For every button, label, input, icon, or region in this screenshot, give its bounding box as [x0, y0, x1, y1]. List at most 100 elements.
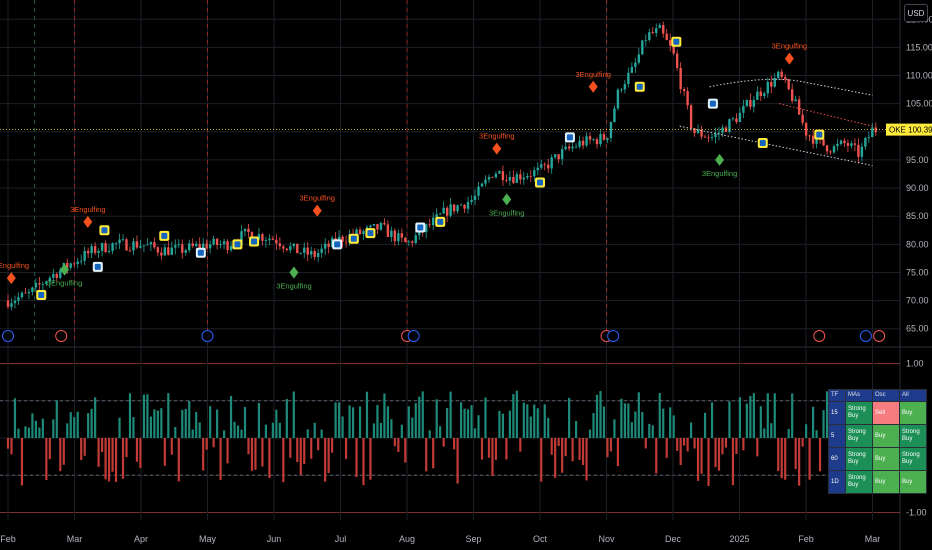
candle-body	[679, 67, 682, 90]
oscillator-bar	[533, 404, 536, 438]
signal-badge-inner-icon	[673, 38, 680, 45]
candle-body	[491, 176, 494, 178]
oscillator-bar	[264, 424, 268, 438]
candle-body	[93, 246, 97, 253]
candle-body	[644, 40, 647, 41]
oscillator-bar	[216, 409, 219, 438]
candle-body	[675, 53, 679, 68]
signal-osc: Buy	[872, 447, 900, 471]
candle-body	[784, 77, 787, 80]
candle-body	[411, 241, 414, 243]
oscillator-bar	[630, 422, 633, 438]
candle-body	[10, 303, 13, 307]
candle-body	[860, 146, 864, 157]
candle-body	[66, 262, 69, 268]
oscillator-bar	[142, 394, 146, 438]
engulfing-label: 3Engulfing	[70, 205, 105, 214]
dividend-marker-icon	[859, 330, 872, 342]
candle-body	[777, 71, 780, 78]
currency-button[interactable]: USD	[904, 4, 928, 22]
signal-all: Buy	[899, 401, 927, 425]
oscillator-bar	[428, 430, 431, 438]
candle-body	[132, 241, 135, 251]
oscillator-bar	[250, 438, 254, 471]
candle-body	[271, 238, 275, 240]
oscillator-bar	[627, 403, 630, 438]
oscillator-bar	[571, 438, 574, 462]
candle-body	[355, 229, 358, 236]
candle-body	[871, 127, 874, 138]
candle-body	[195, 243, 198, 246]
oscillator-bar	[31, 413, 34, 438]
oscillator-bar	[390, 419, 393, 438]
oscillator-bar	[547, 417, 550, 438]
candle-body	[114, 243, 118, 244]
oscillator-bar	[693, 438, 696, 449]
month-tick-label: Oct	[533, 534, 548, 544]
candle-body	[428, 224, 431, 226]
candle-body	[6, 300, 10, 307]
earnings-marker-icon	[55, 330, 68, 342]
oscillator-bar	[268, 438, 271, 479]
candle-body	[874, 127, 878, 133]
oscillator-bar	[104, 438, 107, 480]
candle-body	[567, 146, 571, 149]
osc-tick-label: 1.00	[906, 358, 924, 368]
oscillator-bar	[683, 438, 686, 446]
candle-body	[759, 91, 763, 97]
candle-body	[630, 66, 634, 73]
candle-body	[825, 145, 829, 152]
price-tick-label: 65.00	[906, 324, 929, 334]
candle-body	[700, 129, 703, 137]
candle-body	[662, 24, 665, 34]
header-mas: MAs	[845, 389, 873, 402]
candle-body	[655, 28, 658, 34]
signal-badge-inner-icon	[161, 232, 168, 239]
oscillator-bar	[801, 438, 804, 447]
signal-mas: Strong Buy	[845, 401, 873, 425]
oscillator-bar	[400, 424, 403, 438]
channel-lower-line	[679, 125, 873, 167]
candle-body	[125, 239, 128, 251]
oscillator-bar	[439, 426, 442, 438]
candle-body	[452, 204, 456, 212]
oscillator-bar	[696, 438, 700, 481]
oscillator-bar	[609, 438, 613, 452]
candle-body	[592, 139, 595, 141]
oscillator-bar	[278, 422, 281, 438]
candle-body	[728, 119, 731, 132]
oscillator-bar	[358, 406, 362, 438]
candle-body	[780, 71, 783, 78]
oscillator-bar	[637, 392, 640, 438]
candle-body	[34, 283, 38, 288]
signal-badge-inner-icon	[197, 249, 204, 256]
bull-diamond-icon	[60, 263, 70, 276]
oscillator-bar	[519, 438, 522, 452]
candle-body	[181, 244, 184, 253]
oscillator-bar	[101, 438, 104, 453]
oscillator-bar	[20, 438, 24, 486]
oscillator-bar	[766, 393, 769, 438]
candle-body	[201, 243, 205, 249]
oscillator-bar	[568, 397, 571, 438]
oscillator-bar	[592, 413, 595, 438]
oscillator-bar	[404, 438, 407, 463]
candle-body	[766, 82, 769, 94]
earnings-marker-icon	[873, 330, 886, 342]
signal-badge-inner-icon	[367, 230, 374, 237]
oscillator-bar	[184, 408, 187, 438]
candle-body	[219, 244, 222, 245]
candle-group	[6, 21, 878, 311]
candle-body	[595, 139, 599, 145]
candle-body	[533, 170, 536, 177]
oscillator-bar	[289, 438, 292, 458]
oscillator-bar	[595, 394, 599, 438]
oscillator-bar	[324, 438, 327, 482]
candle-body	[212, 238, 215, 245]
candle-body	[682, 89, 686, 92]
oscillator-bar	[94, 397, 97, 438]
candle-body	[303, 247, 306, 253]
signal-tf: 15	[828, 401, 846, 425]
oscillator-bar	[146, 394, 149, 438]
